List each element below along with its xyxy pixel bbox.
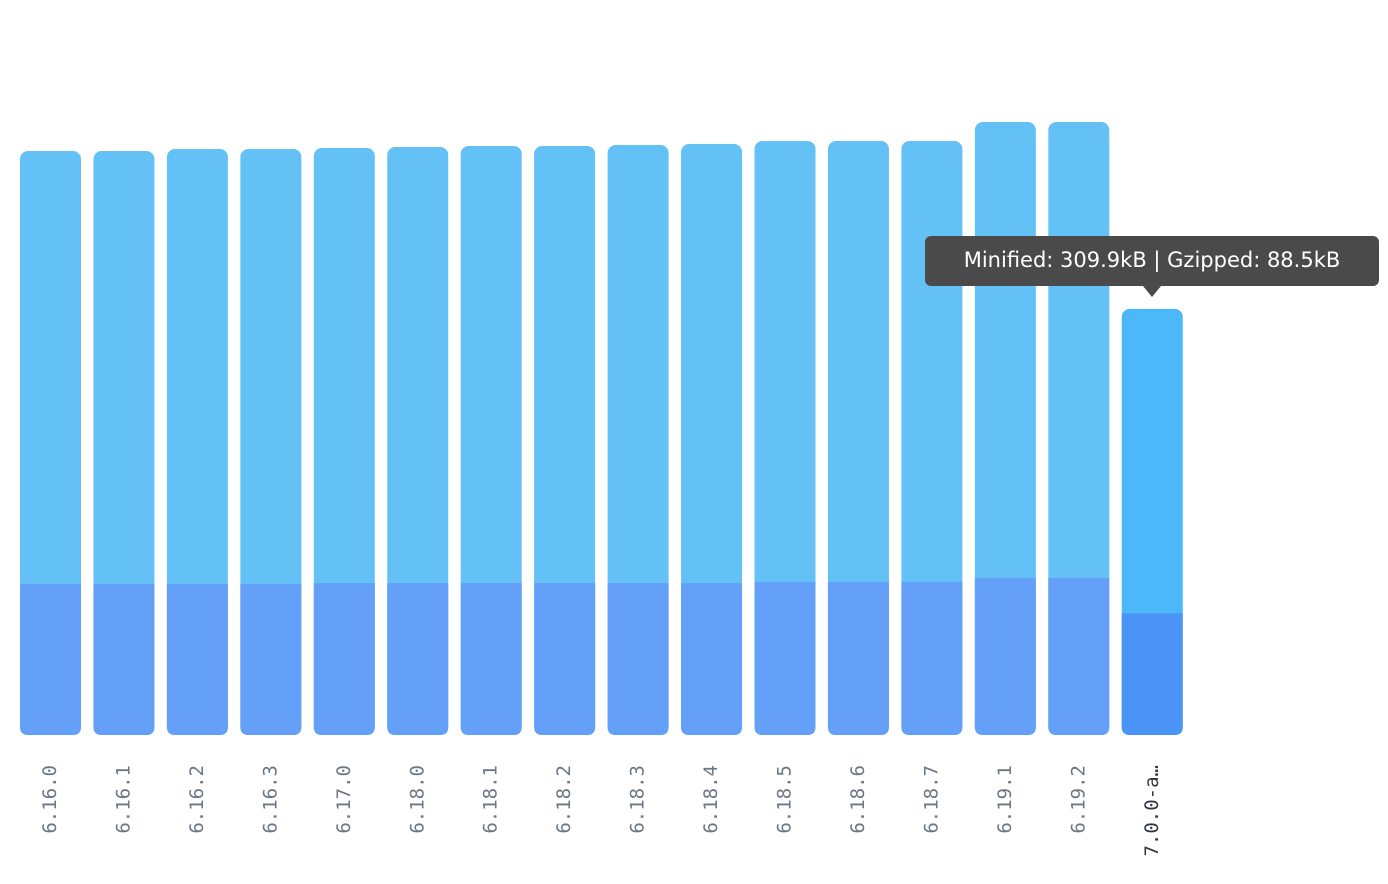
x-tick-label: 6.18.3 <box>627 765 649 834</box>
tooltip-text: Minified: 309.9kB | Gzipped: 88.5kB <box>964 248 1341 273</box>
bar-gzipped <box>534 583 596 735</box>
x-tick-label: 6.17.0 <box>333 765 355 834</box>
x-tick-label: 6.18.2 <box>553 765 575 834</box>
x-tick-label: 6.19.1 <box>994 765 1016 834</box>
x-tick-label: 6.16.0 <box>39 765 61 834</box>
bar-gzipped <box>607 583 669 735</box>
x-tick-label: 6.18.7 <box>920 765 942 834</box>
bar-gzipped <box>93 584 155 735</box>
x-tick-label: 6.18.0 <box>406 765 428 834</box>
bar-gzipped <box>166 584 228 735</box>
bar-gzipped <box>387 583 449 735</box>
bar-gzipped <box>1048 577 1110 735</box>
tooltip: Minified: 309.9kB | Gzipped: 88.5kB <box>925 236 1379 297</box>
bar-gzipped <box>754 581 816 735</box>
x-tick-label: 6.18.1 <box>480 765 502 834</box>
x-tick-label: 6.19.2 <box>1067 765 1089 834</box>
bar-gzipped <box>974 577 1036 735</box>
x-tick-label: 6.18.4 <box>700 765 722 834</box>
x-tick-label: 6.16.3 <box>259 765 281 834</box>
bar-gzipped <box>460 583 522 735</box>
x-tick-label: 6.16.2 <box>186 765 208 834</box>
x-tick-label: 6.18.6 <box>847 765 869 834</box>
x-tick-label: 6.16.1 <box>112 765 134 834</box>
tooltip-arrow <box>1143 286 1161 297</box>
bar-gzipped <box>313 583 375 735</box>
x-tick-label: 6.18.5 <box>774 765 796 834</box>
bar-gzipped <box>901 581 963 735</box>
bar-gzipped <box>240 584 302 735</box>
bar-gzipped <box>20 584 81 735</box>
bar-gzipped <box>1121 613 1183 735</box>
x-tick-label: 7.0.0-a… <box>1141 765 1163 857</box>
bar-gzipped <box>827 581 889 735</box>
bar-gzipped <box>681 583 743 735</box>
tooltip-box <box>925 236 1379 286</box>
